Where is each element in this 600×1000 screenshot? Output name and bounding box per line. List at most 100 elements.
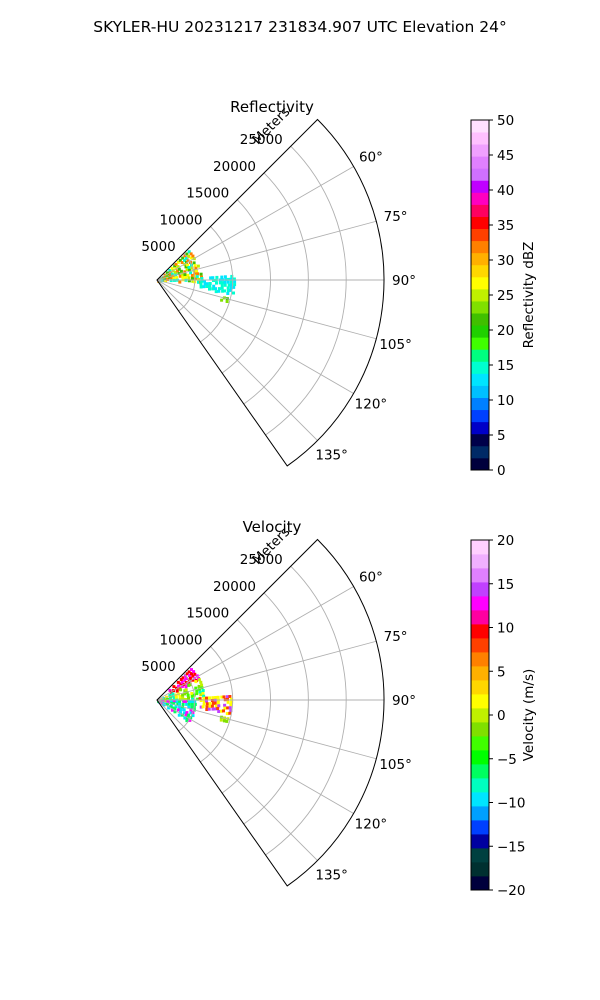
echo-cell [169, 705, 172, 709]
echo-cell [195, 269, 199, 273]
colorbar-tick-label: 15 [497, 577, 514, 593]
echo-cell [210, 699, 214, 702]
echo-cell [225, 300, 229, 303]
colorbar-tick-label: −10 [497, 796, 526, 812]
echo-cell [222, 719, 226, 723]
azimuth-spoke [156, 586, 354, 701]
echo-cell [169, 271, 173, 275]
range-ring [178, 252, 196, 312]
echo-cell [189, 256, 193, 260]
echo-cell [199, 705, 203, 709]
echo-cell [193, 702, 197, 706]
echo-cell [187, 702, 191, 706]
echo-cell [186, 263, 190, 267]
echo-cell [183, 270, 187, 274]
echo-cell [179, 688, 183, 692]
echo-cell [223, 281, 227, 284]
colorbar-band [471, 806, 489, 821]
echo-cell [226, 698, 229, 701]
echo-cell [230, 700, 234, 704]
radial-tick-label: 15000 [186, 606, 229, 622]
range-ring [221, 619, 271, 794]
echo-cell [211, 287, 215, 291]
echo-cell [202, 699, 206, 703]
colorbar-tick-label: 10 [497, 393, 514, 409]
echo-cell [230, 274, 234, 278]
echo-cell [233, 283, 237, 287]
echo-cell [195, 689, 199, 693]
echo-cell [228, 288, 232, 292]
colorbar-band [471, 397, 489, 411]
azimuth-spoke [156, 699, 354, 814]
echo-cell [183, 273, 187, 277]
echo-cell [208, 282, 212, 285]
azimuth-tick-label: 60° [359, 150, 383, 166]
echo-cell [213, 701, 217, 705]
radial-tick-label: 25000 [240, 132, 283, 148]
azimuth-tick-label: 90° [392, 273, 416, 289]
azimuth-spoke [156, 279, 354, 394]
echo-cell [187, 254, 190, 258]
sector-frame [156, 118, 385, 467]
echo-cell [188, 683, 192, 687]
echo-cell [214, 707, 218, 711]
echo-cell [211, 276, 215, 280]
colorbar-tick-label: 20 [497, 533, 514, 549]
echo-cell [205, 699, 208, 703]
azimuth-spoke [156, 699, 377, 760]
echo-cell [194, 686, 198, 690]
echo-cell [181, 272, 185, 276]
echo-cell [170, 708, 174, 712]
echo-cell [181, 256, 185, 260]
colorbar-band [471, 876, 489, 891]
colorbar-tick-label: −15 [497, 839, 526, 855]
colorbar-tick-label: 25 [497, 288, 514, 304]
echo-cell [184, 276, 188, 279]
echo-cell [179, 711, 182, 715]
echo-cell [169, 277, 173, 281]
azimuth-spoke [156, 699, 318, 861]
echo-cell [184, 677, 188, 680]
echo-cell [187, 700, 191, 703]
panel-title: Reflectivity [230, 98, 314, 116]
echo-cell [190, 692, 194, 695]
echo-cell [165, 271, 169, 275]
echo-cell [168, 693, 172, 697]
range-ring [265, 145, 347, 436]
colorbar-band [471, 433, 489, 447]
echo-cell [201, 689, 205, 692]
azimuth-spoke [156, 279, 318, 441]
azimuth-tick-label: 120° [355, 397, 388, 413]
radial-tick-label: 5000 [141, 239, 175, 255]
velocity-panel: Velocity500010000150002000025000Meters60… [141, 518, 537, 899]
echo-cell [212, 279, 215, 282]
echo-cell [177, 708, 180, 712]
echo-cell [197, 678, 201, 682]
echo-cell [201, 692, 205, 695]
colorbar-tick-label: 5 [497, 664, 506, 680]
azimuth-tick-label: 75° [384, 209, 408, 225]
echo-cell [179, 678, 183, 681]
echo-cell [195, 692, 199, 696]
echo-cell [226, 292, 230, 295]
echo-cell [199, 680, 203, 684]
figure-title: SKYLER-HU 20231217 231834.907 UTC Elevat… [93, 18, 507, 36]
echo-cell [184, 685, 188, 689]
echo-cell [188, 268, 192, 272]
colorbar-tick-label: 15 [497, 358, 514, 374]
echo-cell [216, 695, 220, 699]
colorbar-band [471, 228, 489, 242]
echo-cell [178, 702, 181, 706]
echo-cell [171, 692, 175, 696]
echo-cell [182, 700, 186, 703]
colorbar-band [471, 144, 489, 157]
echo-cell [184, 698, 187, 701]
echo-cell [203, 279, 206, 283]
echo-cell [199, 693, 203, 697]
echo-cell [203, 282, 207, 286]
echo-cell [191, 674, 195, 678]
colorbar-band [471, 736, 489, 751]
polar-grid [156, 145, 384, 441]
echo-cell [217, 287, 221, 291]
echo-cell [192, 670, 196, 674]
